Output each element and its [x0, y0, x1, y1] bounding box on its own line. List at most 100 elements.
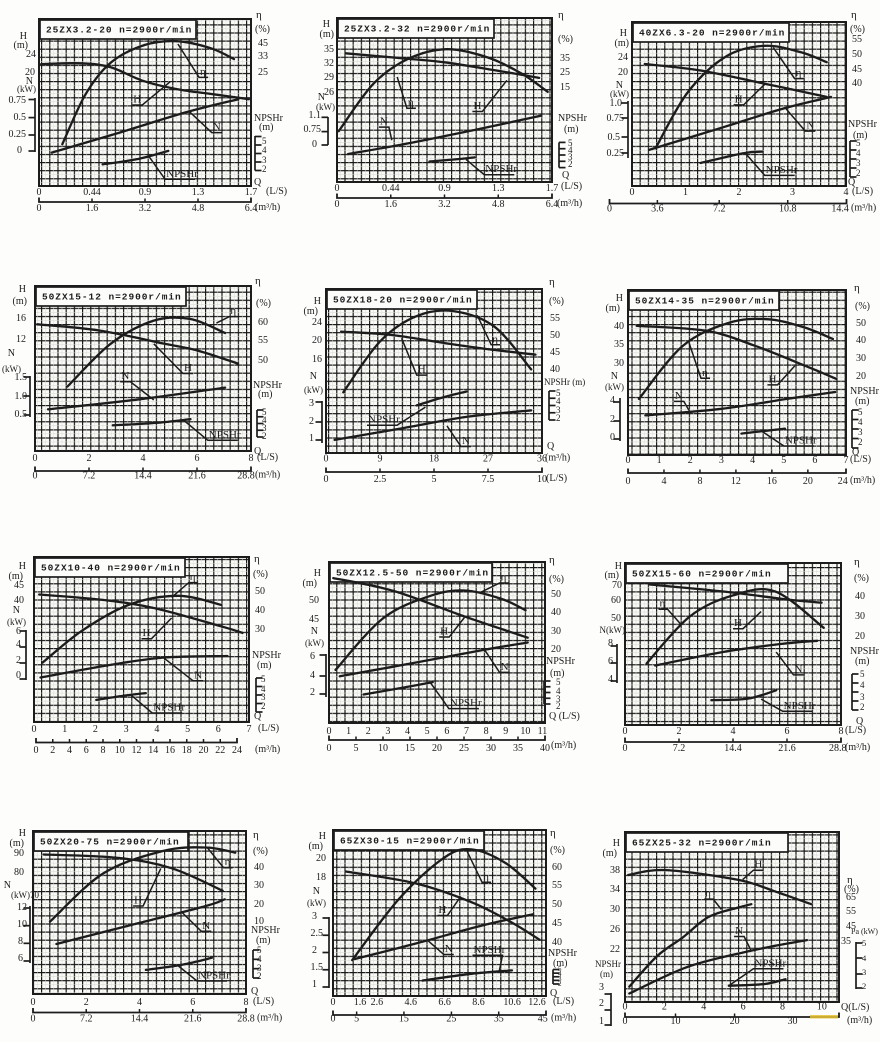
- svg-text:(m): (m): [257, 660, 271, 671]
- svg-text:H: H: [184, 362, 192, 374]
- svg-text:Q (L/S): Q (L/S): [549, 711, 580, 722]
- svg-text:45: 45: [258, 38, 268, 49]
- svg-text:30: 30: [254, 880, 264, 891]
- svg-text:(m): (m): [605, 570, 619, 581]
- svg-text:20: 20: [199, 745, 209, 756]
- svg-text:25: 25: [459, 743, 469, 754]
- svg-text:3.2: 3.2: [139, 203, 152, 214]
- svg-text:0: 0: [327, 726, 332, 737]
- svg-text:20: 20: [432, 743, 442, 754]
- svg-text:7: 7: [464, 726, 469, 737]
- svg-text:2: 2: [677, 726, 682, 737]
- svg-text:Q: Q: [852, 447, 860, 458]
- svg-text:η: η: [256, 9, 262, 21]
- svg-text:2: 2: [84, 997, 89, 1008]
- svg-text:6: 6: [444, 726, 449, 737]
- svg-text:4: 4: [610, 395, 615, 406]
- svg-text:N: N: [611, 371, 618, 382]
- svg-text:1.6: 1.6: [385, 199, 398, 210]
- svg-text:0.5: 0.5: [608, 132, 621, 143]
- svg-text:40: 40: [552, 937, 562, 948]
- svg-text:(kW): (kW): [305, 638, 324, 648]
- svg-text:0: 0: [31, 997, 36, 1008]
- svg-text:4: 4: [858, 417, 863, 427]
- svg-text:7.2: 7.2: [673, 743, 686, 754]
- svg-text:0: 0: [623, 1002, 628, 1013]
- svg-text:24: 24: [312, 317, 322, 328]
- svg-text:5: 5: [262, 407, 267, 417]
- svg-text:Pa (kW): Pa (kW): [851, 927, 878, 936]
- svg-text:2: 2: [860, 702, 865, 712]
- svg-text:H: H: [613, 838, 620, 849]
- svg-text:(m): (m): [256, 935, 270, 946]
- svg-text:7.2: 7.2: [83, 471, 96, 482]
- svg-text:36: 36: [537, 454, 547, 465]
- svg-text:5: 5: [425, 726, 430, 737]
- svg-text:H: H: [314, 296, 321, 307]
- svg-text:H: H: [734, 617, 742, 629]
- svg-text:H: H: [440, 625, 448, 637]
- svg-text:H: H: [754, 859, 762, 871]
- svg-text:29: 29: [324, 72, 334, 83]
- svg-text:15: 15: [405, 743, 415, 754]
- svg-text:1: 1: [62, 724, 67, 735]
- svg-text:40: 40: [254, 862, 264, 873]
- svg-text:0: 0: [31, 1014, 36, 1025]
- svg-text:20: 20: [254, 899, 264, 910]
- svg-text:H: H: [418, 364, 426, 376]
- svg-text:5: 5: [354, 743, 359, 754]
- svg-text:(kW): (kW): [610, 89, 629, 99]
- svg-text:(m³/h): (m³/h): [850, 475, 875, 486]
- svg-text:3: 3: [312, 911, 317, 922]
- svg-text:(m): (m): [603, 848, 617, 859]
- svg-text:24: 24: [232, 745, 242, 756]
- svg-text:20: 20: [730, 1016, 740, 1027]
- svg-text:NPSHr: NPSHr: [254, 113, 284, 124]
- svg-text:0: 0: [324, 474, 329, 485]
- svg-text:4: 4: [16, 639, 21, 650]
- svg-text:34: 34: [610, 884, 620, 895]
- svg-text:1.3: 1.3: [492, 183, 505, 194]
- svg-text:(%): (%): [854, 573, 869, 584]
- svg-text:4: 4: [141, 453, 146, 464]
- svg-text:(m): (m): [320, 29, 334, 40]
- svg-text:40: 40: [551, 607, 561, 618]
- svg-text:(m): (m): [309, 841, 323, 852]
- svg-text:30: 30: [614, 358, 624, 369]
- svg-text:NPSHr: NPSHr: [209, 429, 241, 441]
- svg-text:5: 5: [261, 674, 266, 684]
- svg-text:4: 4: [261, 684, 266, 694]
- svg-text:2: 2: [737, 187, 742, 198]
- svg-text:6: 6: [190, 997, 195, 1008]
- svg-text:20: 20: [618, 67, 628, 78]
- svg-text:4: 4: [67, 745, 72, 756]
- svg-text:4: 4: [860, 680, 865, 690]
- svg-text:26: 26: [610, 924, 620, 935]
- svg-text:0.44: 0.44: [83, 187, 101, 198]
- svg-text:(%): (%): [253, 569, 268, 580]
- svg-text:η: η: [659, 598, 665, 610]
- svg-text:30: 30: [855, 611, 865, 622]
- svg-text:30: 30: [856, 353, 866, 364]
- svg-text:η: η: [854, 556, 860, 568]
- svg-text:8: 8: [249, 453, 254, 464]
- svg-text:N: N: [616, 80, 623, 91]
- svg-text:10: 10: [537, 474, 547, 485]
- svg-text:NPSHr: NPSHr: [850, 386, 880, 397]
- svg-text:16: 16: [312, 354, 322, 365]
- svg-text:η: η: [230, 305, 236, 317]
- svg-text:20: 20: [316, 853, 326, 864]
- svg-text:(m): (m): [258, 389, 272, 400]
- svg-text:16: 16: [165, 745, 175, 756]
- svg-text:(kW)70: (kW)70: [11, 890, 39, 900]
- svg-text:35: 35: [560, 53, 570, 64]
- svg-text:N: N: [445, 943, 453, 955]
- svg-text:η: η: [702, 367, 708, 379]
- svg-text:6: 6: [16, 626, 21, 637]
- svg-text:8.6: 8.6: [472, 997, 485, 1008]
- svg-text:NPSHr: NPSHr: [153, 701, 185, 713]
- svg-text:0: 0: [16, 670, 21, 681]
- svg-text:N: N: [313, 886, 320, 897]
- svg-text:(m): (m): [303, 578, 317, 589]
- svg-text:50: 50: [550, 330, 560, 341]
